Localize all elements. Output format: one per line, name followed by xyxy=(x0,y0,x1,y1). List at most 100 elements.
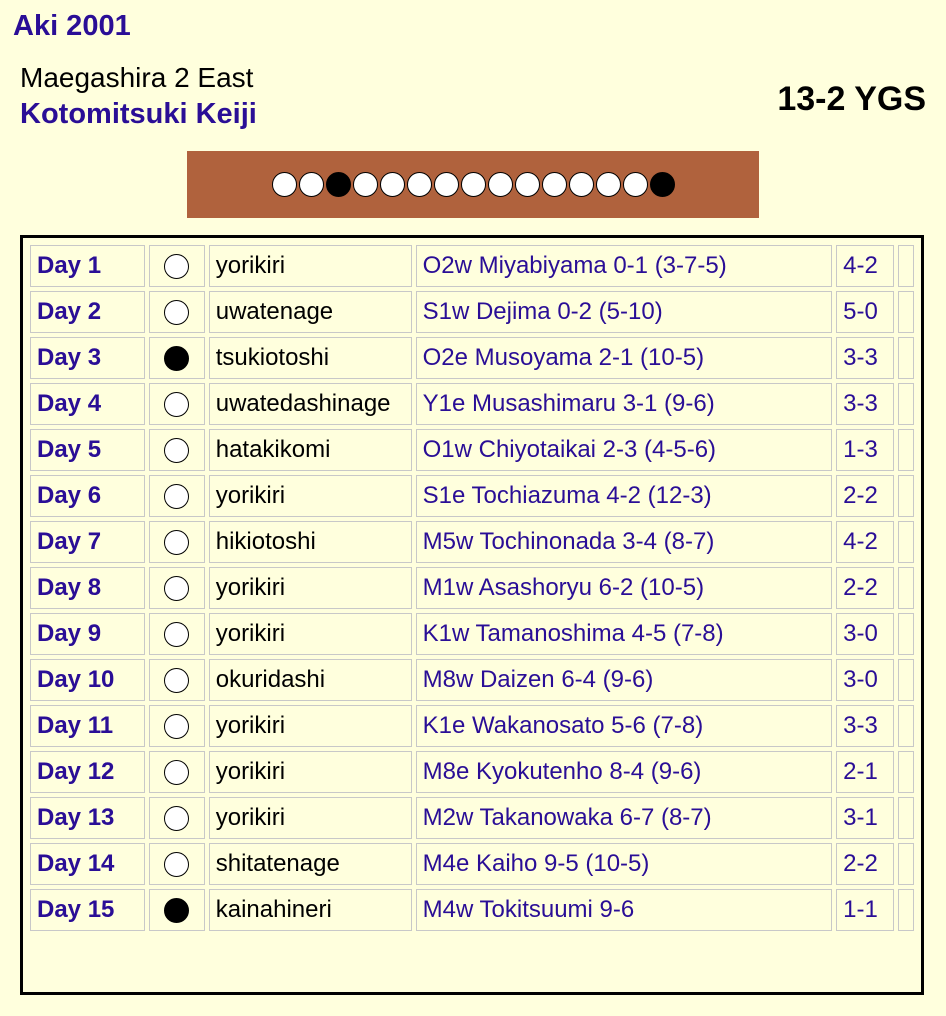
opponent-link[interactable]: M4w Tokitsuumi 9-6 xyxy=(415,889,833,931)
white-star-icon xyxy=(487,172,513,197)
white-star-icon xyxy=(164,714,190,740)
head-to-head-link[interactable]: 2-2 xyxy=(836,475,895,517)
opponent-link[interactable]: Y1e Musashimaru 3-1 (9-6) xyxy=(415,383,833,425)
head-to-head-link[interactable]: 2-1 xyxy=(836,751,895,793)
head-to-head-link[interactable]: 3-0 xyxy=(836,659,895,701)
head-to-head-link[interactable]: 1-1 xyxy=(836,889,895,931)
white-star-icon xyxy=(460,172,486,197)
bouts-table: Day 1 yorikiri O2w Miyabiyama 0-1 (3-7-5) 4… xyxy=(26,241,918,935)
kimarite: shitatenage xyxy=(208,843,412,885)
day-link[interactable]: Day 2 xyxy=(30,291,145,333)
table-row: Day 3 tsukiotoshi O2e Musoyama 2-1 (10-5) 3… xyxy=(30,337,914,379)
opponent-link[interactable]: S1e Tochiazuma 4-2 (12-3) xyxy=(415,475,833,517)
head-to-head-link[interactable]: 3-3 xyxy=(836,705,895,747)
empty-cell xyxy=(898,337,914,379)
day-link[interactable]: Day 10 xyxy=(30,659,145,701)
result-cell xyxy=(148,429,205,471)
white-star-icon xyxy=(595,172,621,197)
day-link[interactable]: Day 1 xyxy=(30,245,145,287)
head-to-head-link[interactable]: 5-0 xyxy=(836,291,895,333)
head-to-head-link[interactable]: 2-2 xyxy=(836,843,895,885)
opponent-link[interactable]: S1w Dejima 0-2 (5-10) xyxy=(415,291,833,333)
result-cell xyxy=(148,843,205,885)
day-link[interactable]: Day 6 xyxy=(30,475,145,517)
result-cell xyxy=(148,291,205,333)
kimarite: uwatenage xyxy=(208,291,412,333)
head-to-head-link[interactable]: 3-0 xyxy=(836,613,895,655)
result-cell xyxy=(148,245,205,287)
result-cell xyxy=(148,751,205,793)
head-to-head-link[interactable]: 1-3 xyxy=(836,429,895,471)
head-to-head-link[interactable]: 4-2 xyxy=(836,245,895,287)
day-link[interactable]: Day 14 xyxy=(30,843,145,885)
kimarite: yorikiri xyxy=(208,475,412,517)
head-to-head-link[interactable]: 3-1 xyxy=(836,797,895,839)
opponent-link[interactable]: O1w Chiyotaikai 2-3 (4-5-6) xyxy=(415,429,833,471)
opponent-link[interactable]: M8w Daizen 6-4 (9-6) xyxy=(415,659,833,701)
head-to-head-link[interactable]: 4-2 xyxy=(836,521,895,563)
kimarite: yorikiri xyxy=(208,245,412,287)
head-to-head-link[interactable]: 3-3 xyxy=(836,383,895,425)
kimarite: yorikiri xyxy=(208,613,412,655)
result-cell xyxy=(148,613,205,655)
white-star-icon xyxy=(514,172,540,197)
opponent-link[interactable]: O2e Musoyama 2-1 (10-5) xyxy=(415,337,833,379)
day-link[interactable]: Day 5 xyxy=(30,429,145,471)
kimarite: okuridashi xyxy=(208,659,412,701)
opponent-link[interactable]: M5w Tochinonada 3-4 (8-7) xyxy=(415,521,833,563)
opponent-link[interactable]: M8e Kyokutenho 8-4 (9-6) xyxy=(415,751,833,793)
table-row: Day 12 yorikiri M8e Kyokutenho 8-4 (9-6) 2-… xyxy=(30,751,914,793)
table-row: Day 7 hikiotoshi M5w Tochinonada 3-4 (8-7)… xyxy=(30,521,914,563)
head-to-head-link[interactable]: 3-3 xyxy=(836,337,895,379)
day-link[interactable]: Day 7 xyxy=(30,521,145,563)
kimarite: yorikiri xyxy=(208,567,412,609)
kimarite: yorikiri xyxy=(208,751,412,793)
white-star-icon xyxy=(271,172,297,197)
day-link[interactable]: Day 3 xyxy=(30,337,145,379)
opponent-link[interactable]: K1w Tamanoshima 4-5 (7-8) xyxy=(415,613,833,655)
table-row: Day 15 kainahineri M4w Tokitsuumi 9-6 1-1 xyxy=(30,889,914,931)
result-cell xyxy=(148,475,205,517)
white-star-icon xyxy=(164,576,190,602)
opponent-link[interactable]: K1e Wakanosato 5-6 (7-8) xyxy=(415,705,833,747)
white-star-icon xyxy=(164,852,190,878)
white-star-icon xyxy=(164,530,190,556)
day-link[interactable]: Day 11 xyxy=(30,705,145,747)
result-cell xyxy=(148,383,205,425)
opponent-link[interactable]: M1w Asashoryu 6-2 (10-5) xyxy=(415,567,833,609)
table-row: Day 1 yorikiri O2w Miyabiyama 0-1 (3-7-5) 4… xyxy=(30,245,914,287)
table-row: Day 6 yorikiri S1e Tochiazuma 4-2 (12-3) 2-… xyxy=(30,475,914,517)
black-star-icon xyxy=(164,898,190,924)
rikishi-rank: Maegashira 2 East xyxy=(20,62,254,93)
white-star-icon xyxy=(406,172,432,197)
white-star-icon xyxy=(164,806,190,832)
day-link[interactable]: Day 15 xyxy=(30,889,145,931)
table-row: Day 5 hatakikomi O1w Chiyotaikai 2-3 (4-5-… xyxy=(30,429,914,471)
opponent-link[interactable]: M2w Takanowaka 6-7 (8-7) xyxy=(415,797,833,839)
black-star-icon xyxy=(164,346,190,372)
empty-cell xyxy=(898,429,914,471)
table-row: Day 10 okuridashi M8w Daizen 6-4 (9-6) 3-0 xyxy=(30,659,914,701)
white-star-icon xyxy=(379,172,405,197)
opponent-link[interactable]: M4e Kaiho 9-5 (10-5) xyxy=(415,843,833,885)
day-link[interactable]: Day 13 xyxy=(30,797,145,839)
white-star-icon xyxy=(541,172,567,197)
white-star-icon xyxy=(164,438,190,464)
white-star-icon xyxy=(164,300,190,326)
day-link[interactable]: Day 8 xyxy=(30,567,145,609)
empty-cell xyxy=(898,613,914,655)
table-row: Day 13 yorikiri M2w Takanowaka 6-7 (8-7) 3-… xyxy=(30,797,914,839)
day-link[interactable]: Day 9 xyxy=(30,613,145,655)
white-star-icon xyxy=(164,254,190,280)
table-row: Day 2 uwatenage S1w Dejima 0-2 (5-10) 5-0 xyxy=(30,291,914,333)
opponent-link[interactable]: O2w Miyabiyama 0-1 (3-7-5) xyxy=(415,245,833,287)
result-cell xyxy=(148,797,205,839)
day-link[interactable]: Day 12 xyxy=(30,751,145,793)
result-cell xyxy=(148,337,205,379)
white-star-icon xyxy=(433,172,459,197)
white-star-icon xyxy=(352,172,378,197)
day-link[interactable]: Day 4 xyxy=(30,383,145,425)
head-to-head-link[interactable]: 2-2 xyxy=(836,567,895,609)
empty-cell xyxy=(898,567,914,609)
kimarite: uwatedashinage xyxy=(208,383,412,425)
